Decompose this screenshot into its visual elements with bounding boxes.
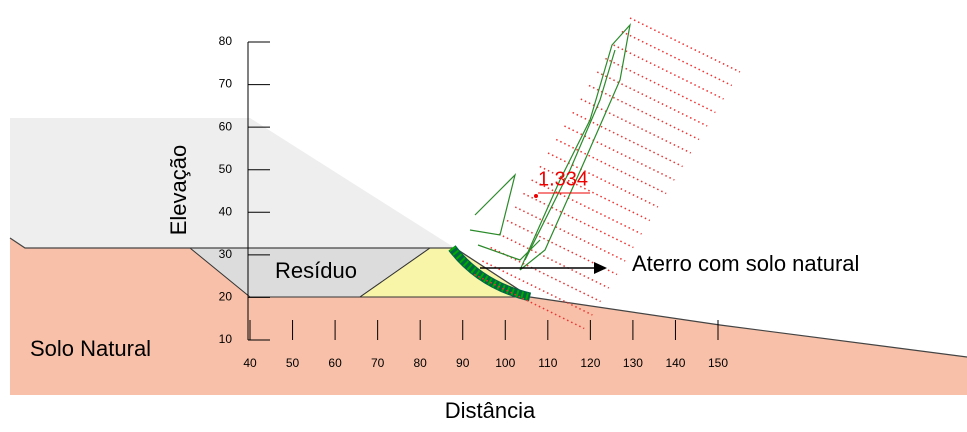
y-axis-label: Elevação xyxy=(166,145,191,236)
x-tick-label: 110 xyxy=(538,356,557,370)
grid-dots xyxy=(622,32,732,86)
x-tick-label: 70 xyxy=(371,356,385,370)
grid-dots xyxy=(597,72,707,126)
x-tick-label: 80 xyxy=(414,356,428,370)
grid-dots xyxy=(630,18,740,72)
y-tick-label: 80 xyxy=(219,34,233,48)
x-tick-label: 40 xyxy=(243,356,257,370)
annotation: Solo Natural xyxy=(30,336,151,361)
y-tick-label: 40 xyxy=(219,204,233,218)
annotation: Resíduo xyxy=(275,258,357,283)
grid-dots xyxy=(499,234,609,288)
arrow-head xyxy=(594,262,607,274)
y-tick-label: 20 xyxy=(219,290,233,304)
grid-dots xyxy=(515,207,625,261)
x-tick-label: 150 xyxy=(708,356,728,370)
fos-center xyxy=(534,194,538,198)
y-tick-label: 60 xyxy=(219,119,233,133)
y-tick-label: 10 xyxy=(219,332,233,346)
upper-fill xyxy=(10,118,455,248)
x-tick-label: 140 xyxy=(665,356,685,370)
x-tick-label: 50 xyxy=(286,356,300,370)
x-tick-label: 60 xyxy=(328,356,342,370)
y-tick-label: 30 xyxy=(219,247,233,261)
search-grid xyxy=(474,18,740,329)
x-axis-label: Distância xyxy=(445,398,536,423)
grid-dots xyxy=(523,194,633,248)
x-tick-label: 100 xyxy=(495,356,515,370)
x-tick-label: 120 xyxy=(580,356,600,370)
y-tick-label: 70 xyxy=(219,77,233,91)
annotation: Aterro com solo natural xyxy=(632,251,859,276)
slip-traces xyxy=(470,25,630,270)
grid-dots xyxy=(614,45,724,99)
factor-of-safety: 1.334 xyxy=(538,168,588,190)
slope-chart: 40 50 60 70 80 90 100 110 120 130 140 150 10 20 30 40 50… xyxy=(0,0,967,427)
y-tick-label: 50 xyxy=(219,162,233,176)
x-tick-label: 90 xyxy=(456,356,470,370)
x-tick-label: 130 xyxy=(623,356,643,370)
